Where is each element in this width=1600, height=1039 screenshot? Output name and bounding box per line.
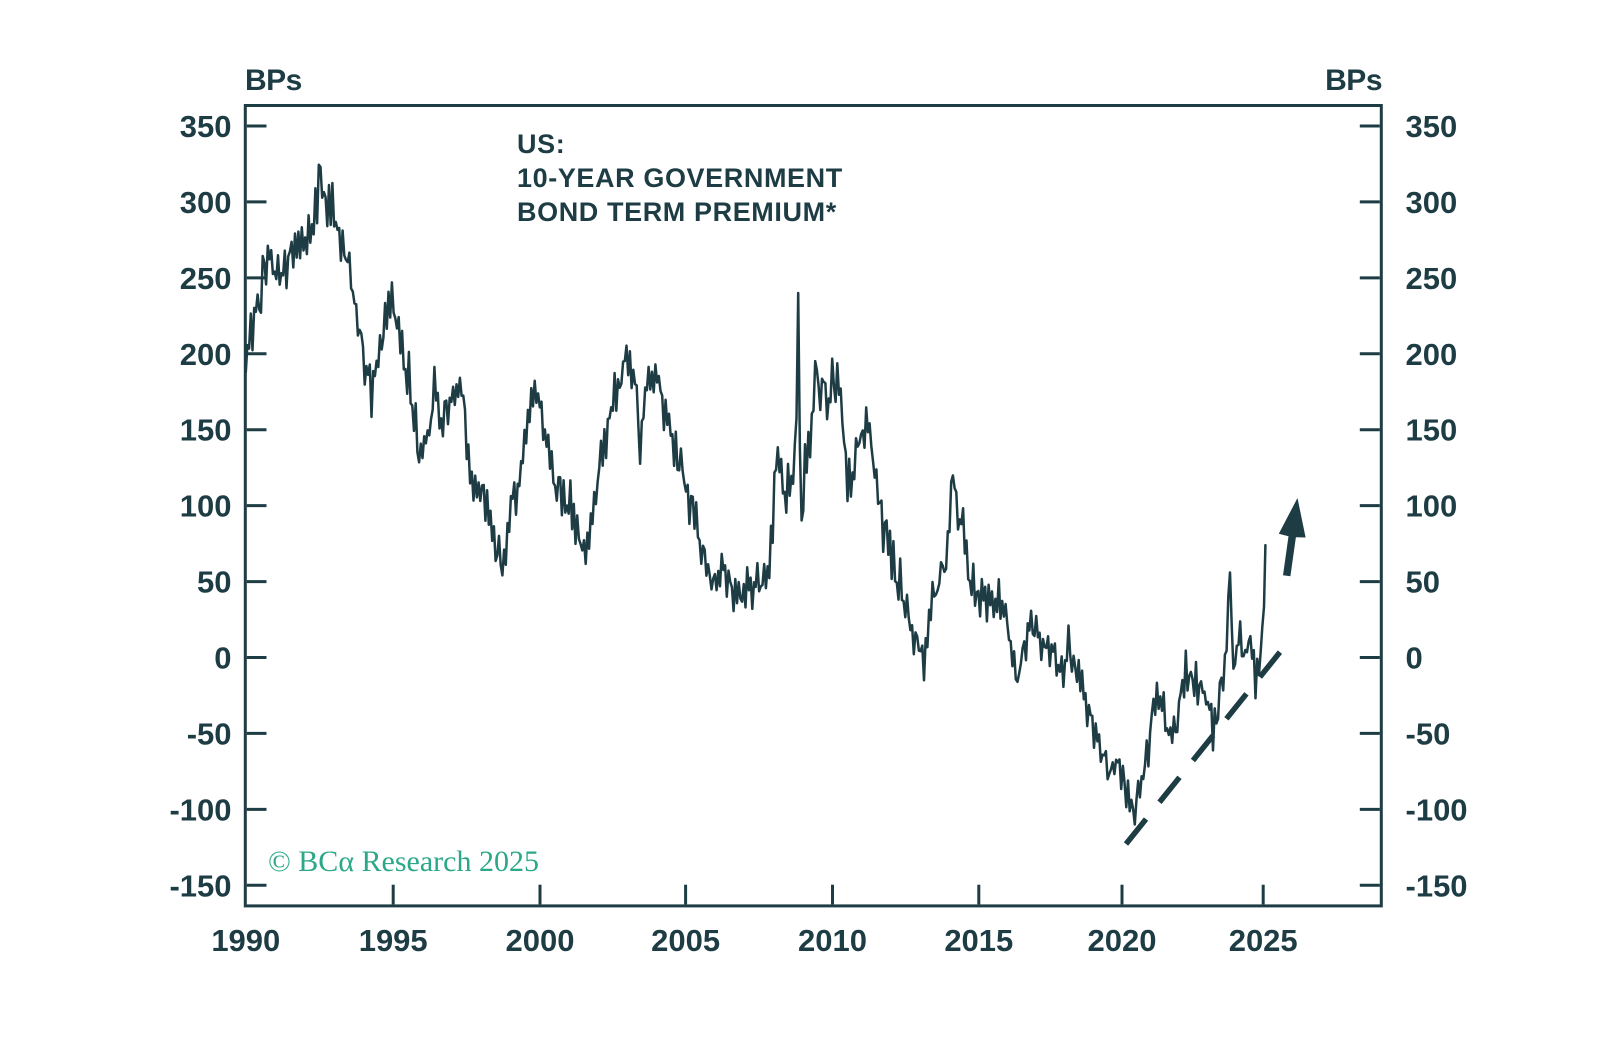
svg-text:300: 300	[180, 185, 232, 220]
svg-text:100: 100	[1406, 489, 1458, 524]
svg-text:2015: 2015	[944, 923, 1013, 958]
svg-text:10-YEAR GOVERNMENT: 10-YEAR GOVERNMENT	[517, 163, 843, 193]
svg-text:1995: 1995	[359, 923, 428, 958]
svg-text:BPs: BPs	[245, 64, 302, 97]
svg-text:2000: 2000	[506, 923, 575, 958]
svg-text:200: 200	[180, 337, 232, 372]
svg-text:BPs: BPs	[1325, 64, 1382, 97]
svg-text:2010: 2010	[798, 923, 867, 958]
svg-text:2020: 2020	[1088, 923, 1157, 958]
svg-text:-100: -100	[1406, 792, 1468, 827]
svg-text:1990: 1990	[211, 923, 280, 958]
svg-text:0: 0	[214, 641, 231, 676]
svg-text:2005: 2005	[651, 923, 720, 958]
svg-text:-50: -50	[187, 716, 232, 751]
svg-text:150: 150	[1406, 413, 1458, 448]
svg-text:100: 100	[180, 489, 232, 524]
svg-text:-100: -100	[169, 792, 231, 827]
svg-text:250: 250	[180, 261, 232, 296]
svg-text:© BCα Research 2025: © BCα Research 2025	[268, 845, 539, 878]
svg-text:2025: 2025	[1229, 923, 1298, 958]
svg-text:-150: -150	[1406, 868, 1468, 903]
svg-text:250: 250	[1406, 261, 1458, 296]
svg-text:200: 200	[1406, 337, 1458, 372]
svg-text:BOND TERM PREMIUM*: BOND TERM PREMIUM*	[517, 197, 837, 227]
svg-text:350: 350	[180, 109, 232, 144]
svg-text:350: 350	[1406, 109, 1458, 144]
svg-text:150: 150	[180, 413, 232, 448]
svg-text:50: 50	[1406, 565, 1440, 600]
svg-text:300: 300	[1406, 185, 1458, 220]
svg-text:50: 50	[197, 565, 231, 600]
svg-text:-150: -150	[169, 868, 231, 903]
svg-text:-50: -50	[1406, 716, 1451, 751]
svg-text:US:: US:	[517, 129, 565, 159]
svg-text:0: 0	[1406, 641, 1423, 676]
